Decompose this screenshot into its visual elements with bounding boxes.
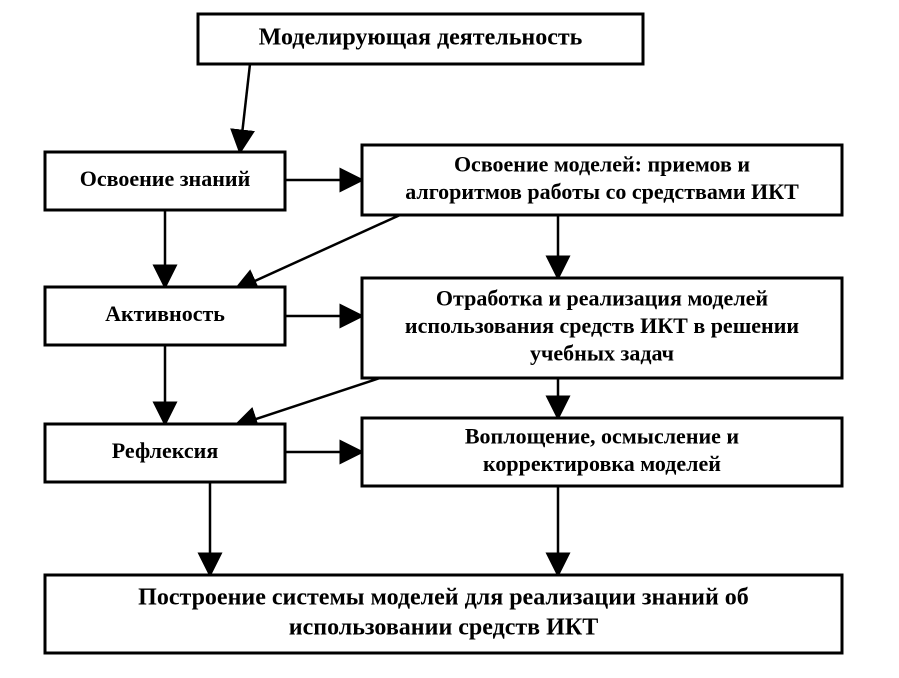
node-practice: Отработка и реализация моделейиспользова…: [362, 278, 842, 378]
node-practice-label: учебных задач: [530, 341, 674, 366]
nodes-layer: Моделирующая деятельность Освоение знаний…: [45, 14, 842, 653]
node-title: Моделирующая деятельность: [198, 14, 643, 64]
node-embodiment-label: корректировка моделей: [483, 451, 721, 476]
node-system: Построение системы моделей для реализаци…: [45, 575, 842, 653]
node-activity-label: Активность: [105, 301, 225, 326]
node-reflection-label: Рефлексия: [112, 438, 219, 463]
node-models: Освоение моделей: приемов и алгоритмов ра…: [362, 145, 842, 215]
node-models-label: Освоение моделей: приемов и: [454, 151, 750, 176]
node-practice-label: Отработка и реализация моделей: [436, 286, 769, 311]
flowchart-canvas: Моделирующая деятельность Освоение знаний…: [0, 0, 899, 678]
node-system-label: Построение системы моделей для реализаци…: [138, 585, 749, 611]
node-system-label: использовании средств ИКТ: [289, 615, 598, 641]
edge-title-to-knowledge: [240, 64, 250, 152]
node-title-label: Моделирующая деятельность: [259, 25, 583, 51]
node-reflection: Рефлексия: [45, 424, 285, 482]
node-knowledge-label: Освоение знаний: [80, 166, 251, 191]
node-embodiment-label: Воплощение, осмысление и: [465, 423, 740, 448]
node-practice-label: использования средств ИКТ в решении: [405, 313, 799, 338]
node-embodiment: Воплощение, осмысление и корректировка мо…: [362, 418, 842, 486]
node-models-label: алгоритмов работы со средствами ИКТ: [405, 179, 799, 204]
node-knowledge: Освоение знаний: [45, 152, 285, 210]
node-activity: Активность: [45, 287, 285, 345]
edge-practice-to-reflection: [235, 378, 380, 426]
